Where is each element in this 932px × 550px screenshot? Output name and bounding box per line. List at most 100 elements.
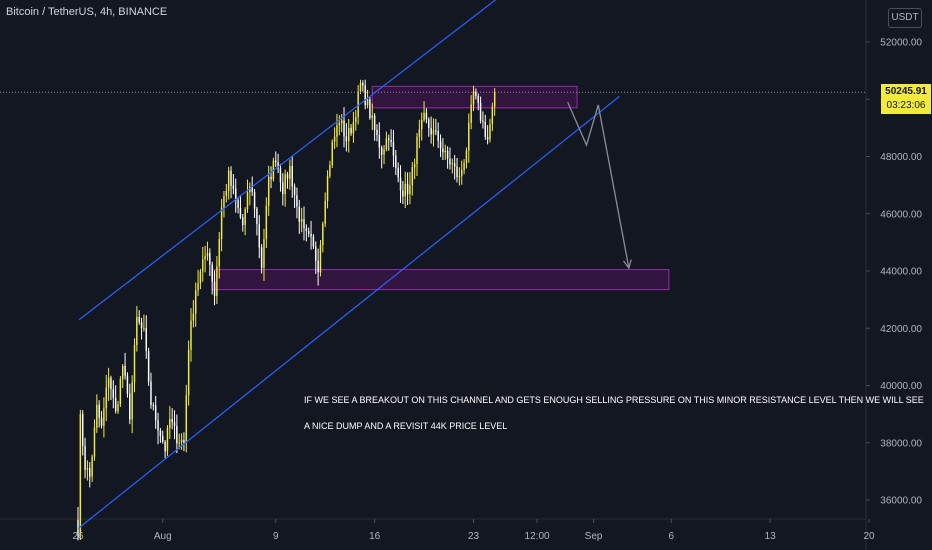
analysis-note-line-2: A NICE DUMP AND A REVISIT 44K PRICE LEVE… xyxy=(304,421,508,431)
candle-body xyxy=(300,219,303,222)
candle-body xyxy=(178,442,180,444)
candle-body xyxy=(373,115,376,130)
currency-badge[interactable]: USDT xyxy=(888,8,922,28)
candle-body xyxy=(89,468,91,477)
candle-body xyxy=(484,121,487,137)
y-tick-label: 46000.00 xyxy=(880,209,922,220)
candle-body xyxy=(169,419,171,428)
candle-body xyxy=(362,82,364,86)
y-tick-label: 48000.00 xyxy=(880,152,922,163)
candle-body xyxy=(409,185,411,195)
candle-body xyxy=(411,167,414,186)
candle-body xyxy=(225,190,228,196)
candle-body xyxy=(216,266,218,296)
candle-body xyxy=(380,147,383,155)
analysis-note[interactable]: IF WE SEE A BREAKOUT ON THIS CHANNEL AND… xyxy=(304,387,924,439)
candle-body xyxy=(435,130,437,132)
candle-body xyxy=(180,439,183,443)
candle-body xyxy=(366,99,369,106)
candle-body xyxy=(430,128,432,135)
candle-body xyxy=(343,120,345,137)
candle-body xyxy=(364,85,366,106)
x-tick-label: 23 xyxy=(468,531,480,542)
channel-lower-line[interactable] xyxy=(77,95,620,530)
candle-body xyxy=(166,427,169,452)
candle-body xyxy=(112,389,115,398)
candle-body xyxy=(244,209,246,226)
candle-body xyxy=(423,112,425,120)
candle-body xyxy=(145,328,148,352)
candle-body xyxy=(275,160,277,163)
candle-body xyxy=(406,183,409,195)
candle-body xyxy=(152,405,155,407)
candle-body xyxy=(395,155,397,168)
candle-body xyxy=(416,136,418,165)
candle-body xyxy=(159,430,162,437)
candle-body xyxy=(133,345,136,383)
candle-body xyxy=(114,397,117,412)
candle-body xyxy=(121,365,124,380)
candle-body xyxy=(270,176,272,180)
resistance-support-zone[interactable] xyxy=(371,85,578,109)
candle-body xyxy=(456,166,458,177)
chart-title: Bitcoin / TetherUS, 4h, BINANCE xyxy=(6,6,168,18)
candle-body xyxy=(251,186,253,193)
candle-body xyxy=(376,129,378,135)
candle-body xyxy=(147,351,150,382)
candle-body xyxy=(329,165,331,176)
candle-body xyxy=(336,125,338,137)
candle-body xyxy=(493,92,496,107)
candle-body xyxy=(489,124,491,140)
candle-body xyxy=(176,425,178,444)
candle-body xyxy=(472,91,475,105)
candle-body xyxy=(162,436,164,442)
channel-upper-line[interactable] xyxy=(78,0,504,321)
candle-body xyxy=(192,313,195,321)
candle-body xyxy=(475,91,477,96)
candle-body xyxy=(157,420,159,431)
candle-body xyxy=(491,106,494,125)
candle-body xyxy=(451,163,454,165)
candle-body xyxy=(385,138,388,150)
resistance-support-zone[interactable] xyxy=(211,269,670,291)
candle-body xyxy=(286,174,289,179)
y-tick-label: 42000.00 xyxy=(880,324,922,335)
y-tick-label: 52000.00 xyxy=(880,38,922,49)
projection-arrow[interactable] xyxy=(567,101,630,269)
candle-body xyxy=(154,405,157,421)
candle-body xyxy=(211,264,213,282)
candle-body xyxy=(291,166,293,187)
candle-body xyxy=(355,116,357,123)
candle-body xyxy=(277,162,279,169)
candle-body xyxy=(199,271,202,284)
candle-body xyxy=(93,427,96,457)
last-price-value: 50245.91 xyxy=(885,86,927,97)
candle-body xyxy=(227,170,230,191)
candle-body xyxy=(486,136,489,140)
candle-body xyxy=(187,349,190,396)
candle-body xyxy=(463,162,465,171)
candle-body xyxy=(204,256,206,260)
candle-body xyxy=(77,520,79,533)
candle-body xyxy=(117,404,119,412)
candle-body xyxy=(397,167,399,178)
candle-body xyxy=(220,207,223,240)
candle-body xyxy=(345,136,348,142)
candle-body xyxy=(444,150,446,153)
candle-body xyxy=(392,142,395,156)
candle-body xyxy=(293,186,296,196)
candle-body xyxy=(258,223,261,248)
candle-body xyxy=(390,140,392,143)
candle-body xyxy=(399,177,402,191)
x-tick-label: 13 xyxy=(765,531,777,542)
candle-body xyxy=(378,134,381,148)
candle-body xyxy=(482,120,484,122)
candle-body xyxy=(206,252,209,257)
candle-body xyxy=(319,245,322,273)
candle-body xyxy=(350,127,352,134)
candles xyxy=(77,79,496,541)
candle-body xyxy=(458,176,461,178)
candle-body xyxy=(279,168,282,183)
candle-body xyxy=(110,377,112,390)
